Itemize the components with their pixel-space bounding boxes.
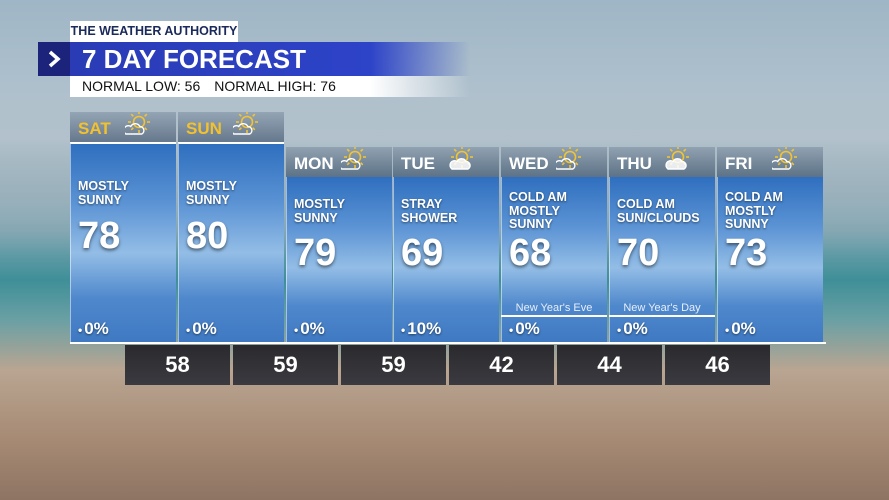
- condition: COLD AM MOSTLY SUNNY: [509, 190, 567, 231]
- day-header: [393, 147, 499, 177]
- condition: COLD AM SUN/CLOUDS: [617, 197, 700, 225]
- low-temp: 58: [125, 345, 230, 385]
- precip-chance: • 0%: [617, 319, 648, 339]
- high-temp: 78: [78, 215, 121, 257]
- weather-icon: [772, 147, 797, 170]
- precip-chance: • 0%: [725, 319, 756, 339]
- precip-value: 0%: [623, 319, 648, 338]
- weather-icon: [449, 147, 473, 170]
- high-temp: 70: [617, 232, 660, 274]
- chevron-icon: [48, 50, 61, 68]
- day-header: [717, 147, 823, 177]
- high-temp: 80: [186, 215, 229, 257]
- precip-chance: • 0%: [78, 319, 109, 339]
- rain-drop: •: [617, 322, 622, 337]
- rain-drop: •: [186, 322, 191, 337]
- normal-low: NORMAL LOW: 56: [82, 78, 201, 94]
- day-panel: FRI COLD AM MOSTLY SUNNY 73 • 0%: [717, 112, 823, 342]
- precip-value: 0%: [731, 319, 756, 338]
- day-body: [393, 177, 499, 342]
- condition: MOSTLY SUNNY: [186, 179, 237, 207]
- weather-icon: [233, 112, 258, 135]
- condition: STRAY SHOWER: [401, 197, 458, 225]
- day-panel: SUN MOSTLY SUNNY 80 • 0%: [178, 112, 284, 342]
- precip-value: 0%: [84, 319, 109, 338]
- low-temp: 59: [233, 345, 338, 385]
- chevron: [38, 42, 70, 76]
- precip-value: 0%: [515, 319, 540, 338]
- rain-drop: •: [725, 322, 730, 337]
- high-temp: 73: [725, 232, 768, 274]
- day-name: FRI: [725, 154, 753, 173]
- day-panel: WED COLD AM MOSTLY SUNNY 68 New Year's Eve •…: [501, 112, 607, 342]
- day-note: New Year's Day: [623, 302, 701, 314]
- day-name: SUN: [186, 119, 222, 138]
- low-temp: 42: [449, 345, 554, 385]
- day-name: SAT: [78, 119, 111, 138]
- day-body: [286, 177, 392, 342]
- normals: NORMAL LOW: 56 NORMAL HIGH: 76: [70, 76, 470, 97]
- low-temp: 46: [665, 345, 770, 385]
- day-panel: THU COLD AM SUN/CLOUDS 70 New Year's Day • 0%: [609, 112, 715, 342]
- weather-icon: [665, 147, 689, 170]
- baseline: [70, 342, 826, 344]
- precip-chance: • 0%: [294, 319, 325, 339]
- day-panel: TUE STRAY SHOWER 69 • 10%: [393, 112, 499, 342]
- high-temp: 79: [294, 232, 337, 274]
- day-header: [178, 112, 284, 142]
- day-header: [286, 147, 392, 177]
- precip-chance: • 0%: [186, 319, 217, 339]
- day-body: [178, 142, 284, 342]
- note-line: [609, 315, 715, 317]
- day-note: New Year's Eve: [515, 302, 593, 314]
- normal-high: NORMAL HIGH: 76: [214, 78, 336, 94]
- day-panel: MON MOSTLY SUNNY 79 • 0%: [286, 112, 392, 342]
- note-line: [501, 315, 607, 317]
- day-header: [501, 147, 607, 177]
- precip-value: 0%: [192, 319, 217, 338]
- day-name: MON: [294, 154, 334, 173]
- weather-icon: [341, 147, 366, 170]
- low-temp: 59: [341, 345, 446, 385]
- day-body: [501, 177, 607, 342]
- low-temp: 44: [557, 345, 662, 385]
- day-body: [609, 177, 715, 342]
- day-panel: SAT MOSTLY SUNNY 78 • 0%: [70, 112, 176, 342]
- day-name: TUE: [401, 154, 435, 173]
- precip-value: 0%: [300, 319, 325, 338]
- precip-chance: • 0%: [509, 319, 540, 339]
- brand: THE WEATHER AUTHORITY: [70, 21, 238, 42]
- precip-value: 10%: [407, 319, 442, 338]
- high-temp: 68: [509, 232, 552, 274]
- day-header: [609, 147, 715, 177]
- day-header: [70, 112, 176, 142]
- condition: COLD AM MOSTLY SUNNY: [725, 190, 783, 231]
- condition: MOSTLY SUNNY: [78, 179, 129, 207]
- rain-drop: •: [294, 322, 299, 337]
- rain-drop: •: [78, 322, 83, 337]
- weather-icon: [556, 147, 581, 170]
- day-name: THU: [617, 154, 652, 173]
- day-body: [717, 177, 823, 342]
- precip-chance: • 10%: [401, 319, 441, 339]
- condition: MOSTLY SUNNY: [294, 197, 345, 225]
- title: 7 DAY FORECAST: [70, 42, 470, 76]
- rain-drop: •: [509, 322, 514, 337]
- weather-icon: [125, 112, 150, 135]
- day-body: [70, 142, 176, 342]
- rain-drop: •: [401, 322, 406, 337]
- high-temp: 69: [401, 232, 444, 274]
- day-name: WED: [509, 154, 549, 173]
